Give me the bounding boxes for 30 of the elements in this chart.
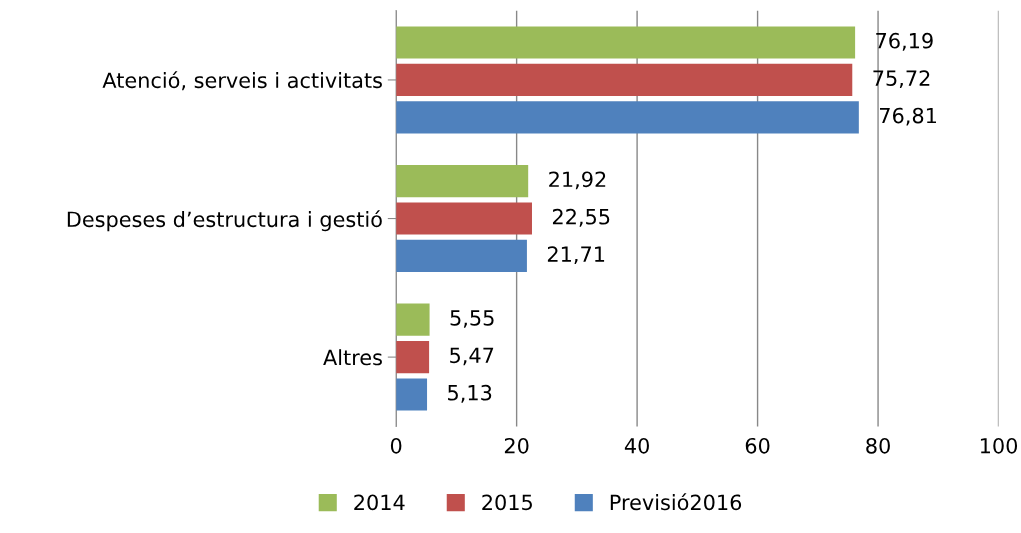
data-label: 5,55 [450,310,494,328]
data-label: 21,71 [547,246,605,265]
y-tick-label: Altres [323,349,382,366]
bar [396,303,430,336]
x-tick-label: 80 [866,437,890,454]
data-label: 76,19 [876,32,933,51]
x-tick-label: 60 [745,437,770,454]
bar [396,101,859,134]
data-label: 75,72 [873,70,930,89]
data-label: 22,55 [552,208,610,227]
bar [396,239,527,273]
x-tick-label: 40 [624,437,649,454]
bar [396,378,428,411]
x-tick-label: 20 [504,437,529,454]
y-tick-label: Atenció, serveis i activitats [102,71,382,91]
bar [396,63,853,97]
bar [396,26,856,59]
data-label: 5,13 [448,384,492,403]
data-label: 5,47 [450,347,494,366]
bar [396,202,532,235]
x-tick-label: 100 [980,437,1018,454]
legend-label: 2014 [354,494,405,511]
x-tick-label: 0 [390,437,402,454]
legend-label: Previsió2016 [610,493,742,511]
bar [396,341,430,374]
data-label: 76,81 [880,107,937,126]
legend-label: 2015 [482,494,532,511]
bar [396,165,529,198]
y-tick-label: Despeses d’estructura i gestió [67,210,382,232]
data-label: 21,92 [549,171,606,190]
